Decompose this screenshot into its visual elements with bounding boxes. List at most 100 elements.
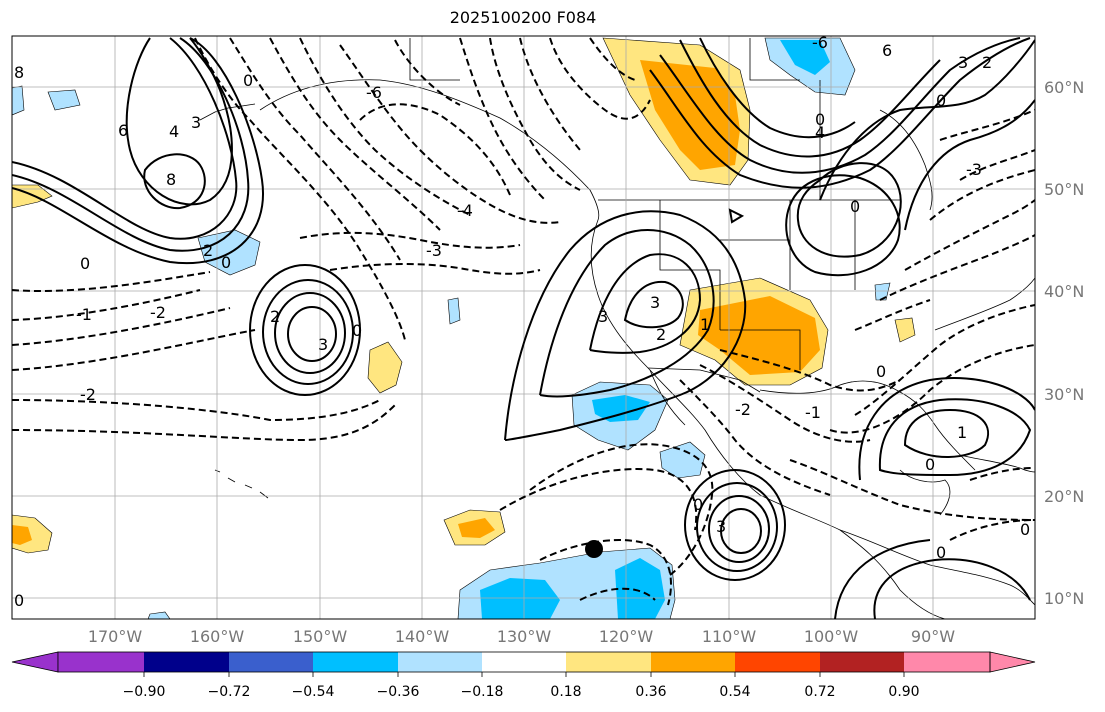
contour-label: 4 [815, 123, 825, 142]
state-lines [659, 200, 856, 370]
shade-negative [12, 85, 25, 116]
colorbar-segment [398, 652, 482, 672]
lat-tick: 30°N [1044, 385, 1084, 404]
contour-dashed [489, 37, 581, 191]
colorbar-segment [313, 652, 398, 672]
contour-labels: 8 6 4 3 2 0 0 0 -4 -3 -6 -1 -2 -2 2 3 0 … [14, 36, 1030, 610]
colorbar-segment [482, 652, 566, 672]
west-coast-na [590, 219, 946, 619]
contour-label: 8 [166, 170, 176, 189]
coastlines [199, 38, 1035, 619]
shade-negative [147, 611, 171, 619]
contour-label: -2 [150, 303, 166, 322]
lon-tick: 120°W [599, 627, 654, 646]
contour-solid [708, 495, 770, 563]
lat-tick: 60°N [1044, 78, 1084, 97]
contour-dashed [969, 467, 1035, 481]
contour-label: -2 [80, 385, 96, 404]
contour-solid [274, 292, 346, 374]
contour-dashed [194, 37, 406, 341]
shade-negative [47, 89, 81, 111]
contour-dashed [329, 263, 541, 275]
contour-label: 0 [1020, 520, 1030, 539]
contour-dashed [579, 587, 656, 601]
colorbar-tick-label: −0.18 [461, 684, 504, 700]
shading-layer [12, 37, 916, 619]
contour-label: 0 [14, 591, 24, 610]
contour-label: 2 [203, 241, 213, 260]
colorbar-tick-label: −0.54 [292, 684, 335, 700]
lat-tick: 10°N [1044, 589, 1084, 608]
gulf-coast [759, 380, 976, 471]
contour-dashed [12, 329, 256, 371]
contour-solid [679, 39, 941, 158]
contour-dashed [854, 299, 931, 331]
contour-dashed [394, 39, 461, 106]
lat-tick: 50°N [1044, 180, 1084, 199]
contour-dashed [904, 199, 1035, 271]
shade-negative-strong [592, 395, 650, 422]
contour-solid [623, 280, 684, 329]
contour-label: 0 [876, 362, 886, 381]
contour-dashed [499, 468, 698, 531]
contour-solid [287, 306, 337, 362]
contour-dashed [539, 539, 672, 606]
contour-dashed [299, 231, 521, 249]
colorbar-frame [57, 651, 991, 673]
hudson-coast [879, 109, 933, 211]
lat-tick: 40°N [1044, 282, 1084, 301]
colorbar-tick-label: −0.36 [377, 684, 420, 700]
contour-dashed [679, 379, 831, 496]
contour-label: -2 [735, 400, 751, 419]
contour-label: 0 [693, 495, 703, 514]
lon-tick: 150°W [293, 627, 348, 646]
contour-label: 4 [169, 122, 179, 141]
colorbar-segment [144, 652, 229, 672]
map-title: 2025100200 F084 [449, 8, 597, 27]
shade-negative [874, 282, 891, 301]
gridlines [12, 36, 1035, 619]
shade-positive [894, 317, 916, 343]
contour-label: 0 [221, 253, 231, 272]
contour-label: 0 [80, 254, 90, 273]
contour-solid [262, 279, 354, 385]
contour-dashed [339, 44, 561, 224]
lon-tick: 160°W [190, 627, 245, 646]
contour-dashed [229, 37, 401, 261]
contour-solid [12, 37, 250, 252]
contour-dashed [519, 37, 581, 151]
contour-label: 0 [936, 543, 946, 562]
colorbar-ticks [143, 672, 905, 677]
colorbar-tick-label: 0.90 [888, 684, 919, 700]
contour-label: -6 [366, 83, 382, 102]
hawaii [214, 469, 269, 499]
colorbar-tick-label: −0.72 [208, 684, 251, 700]
contour-dashed [299, 37, 471, 216]
contours-negative [12, 37, 1035, 606]
contour-dashed [549, 37, 651, 120]
contour-dashed [12, 399, 381, 422]
shade-negative-strong [780, 40, 830, 75]
contour-label: -3 [426, 241, 442, 260]
contour-solid [12, 37, 238, 240]
colorbar-segment [229, 652, 313, 672]
shade-negative [659, 441, 706, 479]
contour-solid [819, 39, 1035, 201]
colorbar-segment [58, 652, 144, 672]
contour-label: 2 [982, 53, 992, 72]
contours-positive [12, 37, 1035, 619]
shade-positive-strong [12, 525, 32, 545]
shade-negative-strong [615, 558, 665, 619]
contour-dashed [529, 443, 714, 576]
contour-dashed [789, 459, 1035, 521]
shade-positive [367, 341, 403, 394]
contour-solid [728, 208, 745, 224]
contour-solid [504, 210, 747, 441]
central-america [839, 529, 1035, 606]
contour-dashed [719, 349, 901, 392]
contour-solid [696, 482, 778, 572]
shade-positive-strong [640, 60, 740, 170]
contour-label: 6 [882, 41, 892, 60]
atlantic-coast [934, 277, 1035, 331]
contour-label: 3 [598, 307, 608, 326]
